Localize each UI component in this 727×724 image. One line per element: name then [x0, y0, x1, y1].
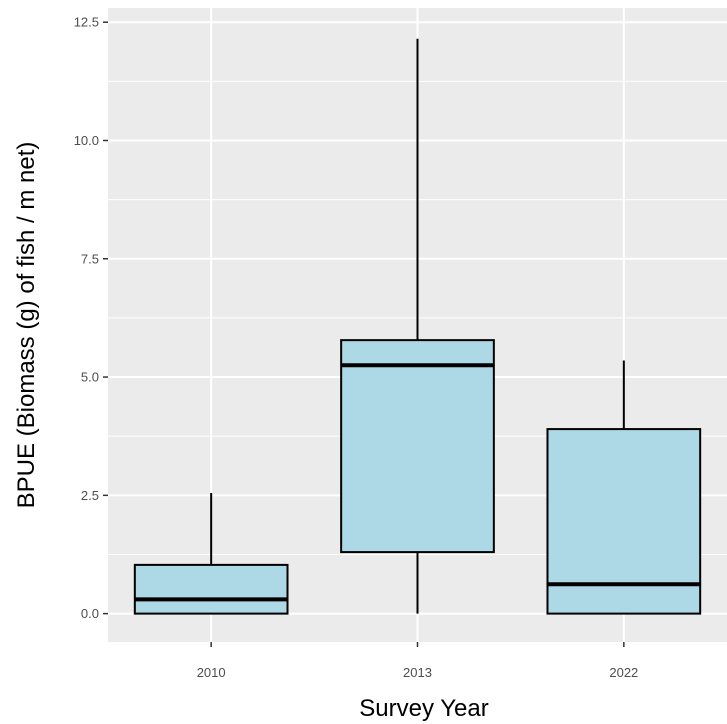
x-tick-label: 2022 [609, 665, 638, 680]
y-axis-title: BPUE (Biomass (g) of fish / m net) [13, 142, 40, 509]
y-tick-label: 7.5 [81, 251, 99, 266]
y-tick-label: 5.0 [81, 370, 99, 385]
box-iqr [340, 339, 495, 554]
box-iqr [133, 563, 289, 615]
box-2022 [546, 360, 702, 615]
y-tick-label: 0.0 [81, 606, 99, 621]
box-2010 [133, 492, 289, 615]
y-tick-label: 12.5 [74, 15, 99, 30]
x-tick-label: 2010 [197, 665, 226, 680]
box-2013 [340, 38, 495, 614]
x-tick-label: 2013 [403, 665, 432, 680]
y-tick-label: 2.5 [81, 488, 99, 503]
box-layer [133, 38, 702, 615]
y-tick-label: 10.0 [74, 133, 99, 148]
axis-layer: 0.0 2.5 5.0 7.5 10.0 12.5 2010 2013 2022 [74, 15, 639, 680]
x-axis-title: Survey Year [359, 695, 488, 722]
